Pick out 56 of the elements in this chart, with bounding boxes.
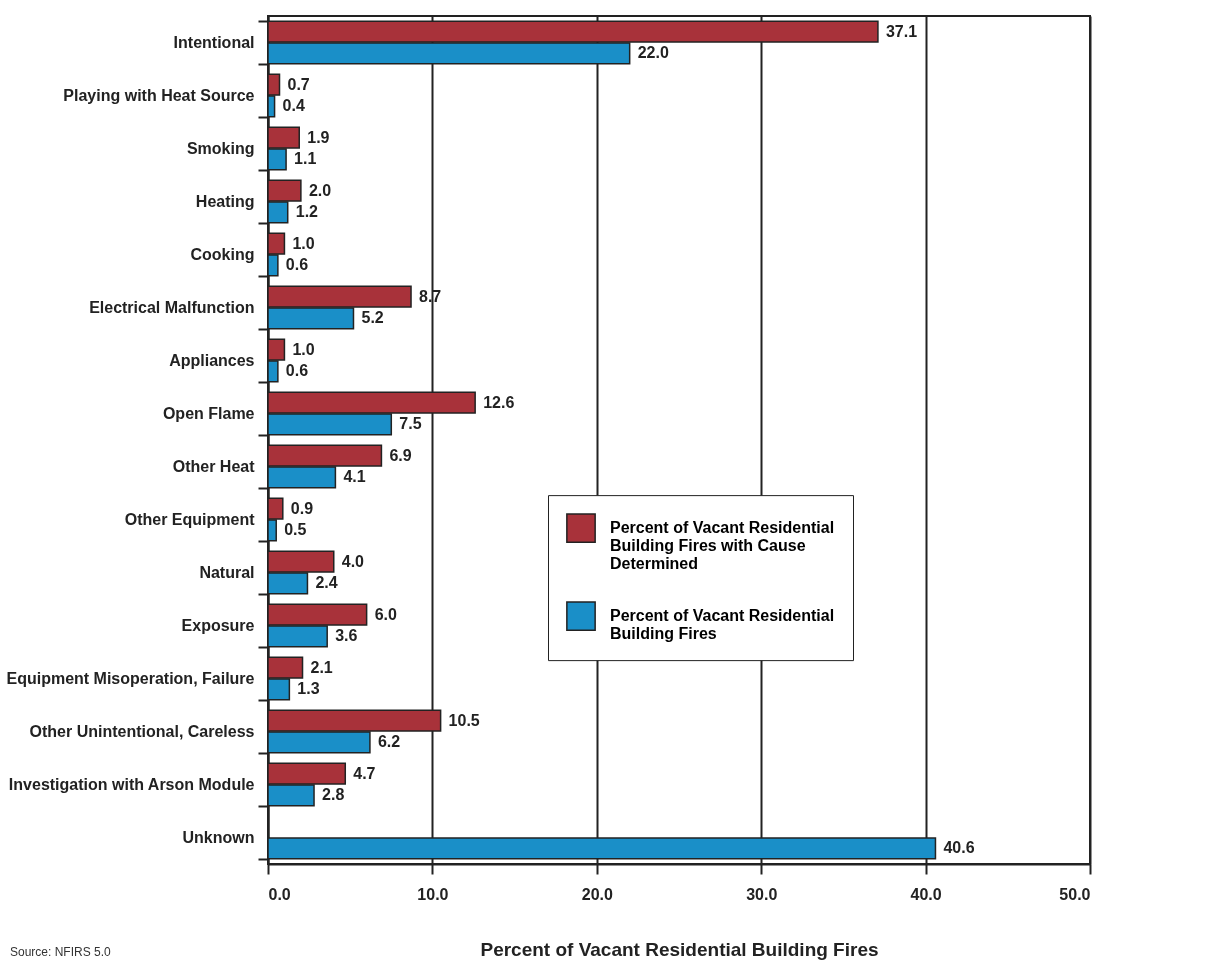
- y-tick-label: Other Unintentional, Careless: [29, 723, 255, 740]
- y-tick-label: Natural: [199, 564, 255, 581]
- x-tick-label: 0.0: [268, 885, 291, 903]
- x-tick-label: 20.0: [581, 885, 613, 903]
- y-tick-label: Smoking: [186, 140, 255, 157]
- y-tick-label: Heating: [195, 193, 255, 210]
- data-label: 0.5: [284, 521, 307, 539]
- data-label: 7.5: [399, 415, 422, 433]
- x-tick-label: 30.0: [746, 885, 778, 903]
- data-label: 22.0: [637, 44, 669, 62]
- data-label: 1.0: [292, 234, 315, 252]
- data-label: 0.9: [290, 499, 314, 517]
- data-label: 2.0: [308, 181, 332, 199]
- x-tick-label: 10.0: [417, 885, 449, 903]
- data-label: 37.1: [885, 22, 918, 40]
- data-label: 2.1: [310, 658, 333, 676]
- y-tick-label: Open Flame: [162, 405, 255, 422]
- data-label: 3.6: [335, 627, 358, 645]
- data-label: 1.9: [307, 128, 330, 146]
- legend-label: Percent of Vacant Residential Building Fires: [610, 607, 835, 643]
- data-label: 10.5: [448, 711, 480, 729]
- y-tick-label: Intentional: [173, 34, 255, 51]
- y-tick-label: Unknown: [182, 829, 255, 846]
- data-label: 1.0: [292, 340, 315, 358]
- y-tick-label: Other Heat: [172, 458, 256, 475]
- data-label: 2.8: [322, 786, 345, 804]
- y-tick-label: Investigation with Arson Module: [8, 776, 255, 793]
- data-label: 6.2: [377, 733, 401, 751]
- y-tick-label: Exposure: [181, 617, 255, 634]
- x-tick-label: 50.0: [1059, 885, 1091, 903]
- y-tick-label: Playing with Heat Source: [63, 87, 255, 104]
- data-label: 1.3: [297, 680, 320, 698]
- y-tick-label: Cooking: [190, 246, 255, 263]
- y-tick-label: Appliances: [169, 352, 255, 369]
- data-label: 6.0: [374, 605, 397, 623]
- data-label: 12.6: [483, 393, 515, 411]
- x-axis-title: Percent of Vacant Residential Building Fires: [480, 938, 879, 960]
- data-label: 0.6: [285, 362, 309, 380]
- x-tick-label: 40.0: [910, 885, 942, 903]
- data-label: 4.0: [341, 552, 365, 570]
- data-label: 4.7: [353, 764, 376, 782]
- y-tick-label: Electrical Malfunction: [89, 299, 255, 316]
- legend-label: Percent of Vacant Residential Building Fires with Cause Determined: [610, 519, 835, 573]
- data-label: 40.6: [943, 839, 975, 857]
- data-label: 0.6: [285, 256, 309, 274]
- data-label: 4.1: [343, 468, 366, 486]
- data-label: 1.1: [294, 150, 317, 168]
- data-label: 0.4: [282, 97, 305, 115]
- y-tick-label: Equipment Misoperation, Failure: [6, 670, 255, 687]
- data-label: 0.7: [287, 75, 310, 93]
- data-label: 5.2: [361, 309, 384, 327]
- data-label: 6.9: [389, 446, 412, 464]
- data-label: 2.4: [315, 574, 338, 592]
- source-note: Source: NFIRS 5.0: [10, 945, 111, 959]
- data-label: 1.2: [295, 203, 319, 221]
- y-tick-label: Other Equipment: [124, 511, 256, 528]
